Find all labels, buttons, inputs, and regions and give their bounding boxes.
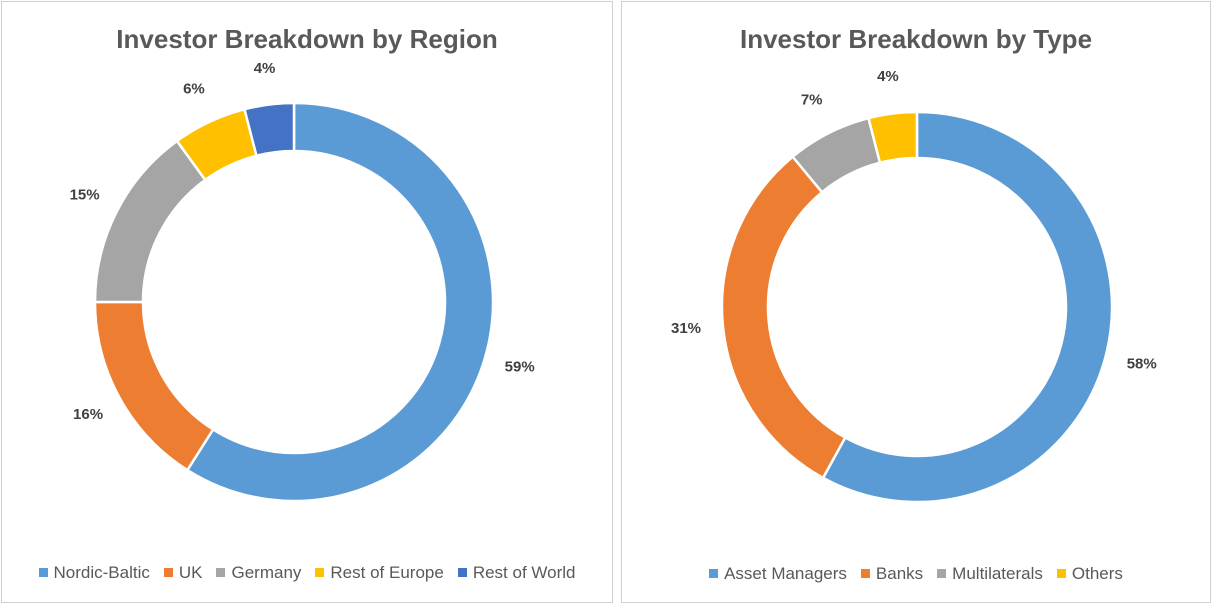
legend-item-asset-managers: Asset Managers [709,564,847,584]
data-label-asset-managers: 58% [1127,356,1157,373]
data-label-rest-of-world: 4% [254,60,276,77]
legend-swatch [38,568,48,578]
chart-legend: Nordic-Baltic UK Germany Rest of Europe Rest… [2,563,612,583]
legend-label: Rest of World [472,563,576,582]
legend-item-banks: Banks [860,564,924,584]
data-label-others: 4% [877,68,899,85]
legend-item-uk: UK [163,563,203,583]
legend-label: Others [1071,564,1123,583]
slice-nordic-baltic [186,101,495,503]
legend-item-others: Others [1056,564,1123,584]
legend-item-nordic-baltic: Nordic-Baltic [38,563,150,583]
legend-label: UK [178,563,203,582]
legend-label: Multilaterals [952,564,1043,583]
legend-swatch [216,568,226,578]
data-label-uk: 16% [73,406,103,423]
legend-swatch [937,569,947,579]
slice-banks [720,155,847,480]
slice-germany [93,139,207,304]
donut-chart-region: 59% 16% 15% 6% 4% [70,60,535,503]
legend-swatch [860,569,870,579]
slice-rest-of-world [243,101,296,157]
legend-swatch [315,568,325,578]
chart-title: Investor Breakdown by Type [739,24,1093,54]
data-label-nordic-baltic: 59% [505,359,535,376]
legend-swatch [163,568,173,578]
data-label-banks: 31% [671,320,701,337]
legend-swatch [1056,569,1066,579]
data-label-germany: 15% [70,186,100,203]
legend-item-germany: Germany [216,563,301,583]
legend-label: Rest of Europe [330,563,444,582]
legend-label: Germany [231,563,302,582]
legend-label: Banks [875,564,924,583]
chart-panel-type: Investor Breakdown by Type 58% 31% 7% 4% As… [621,1,1211,603]
legend-label: Asset Managers [724,564,847,583]
legend-item-multilaterals: Multilaterals [937,564,1043,584]
data-label-rest-of-europe: 6% [183,80,205,97]
slice-asset-managers [821,110,1114,504]
legend-item-rest-of-world: Rest of World [457,563,576,583]
chart-legend: Asset Managers Banks Multilaterals Others [622,564,1210,584]
slice-uk [93,300,215,472]
chart-title: Investor Breakdown by Region [116,24,498,54]
legend-label: Nordic-Baltic [53,563,150,582]
donut-chart-type: 58% 31% 7% 4% [671,68,1157,504]
data-label-multilaterals: 7% [801,91,823,108]
slice-others [867,110,919,164]
chart-panel-region: Investor Breakdown by Region 59% 16% 15% 6%… [1,1,613,603]
legend-item-rest-of-europe: Rest of Europe [315,563,444,583]
legend-swatch [709,569,719,579]
legend-swatch [457,568,467,578]
